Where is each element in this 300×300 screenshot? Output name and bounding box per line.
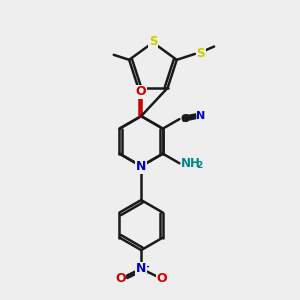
Text: C: C bbox=[181, 114, 189, 124]
Text: 2: 2 bbox=[196, 161, 203, 170]
Text: O: O bbox=[157, 272, 167, 285]
Text: N: N bbox=[196, 111, 206, 121]
Text: S: S bbox=[149, 34, 157, 48]
Text: NH: NH bbox=[181, 157, 201, 170]
Text: N: N bbox=[136, 160, 146, 173]
Text: S: S bbox=[196, 47, 205, 60]
Text: O: O bbox=[115, 272, 126, 285]
Text: N: N bbox=[136, 262, 146, 275]
Text: +: + bbox=[142, 262, 151, 272]
Text: -: - bbox=[114, 267, 119, 280]
Text: O: O bbox=[136, 85, 146, 98]
